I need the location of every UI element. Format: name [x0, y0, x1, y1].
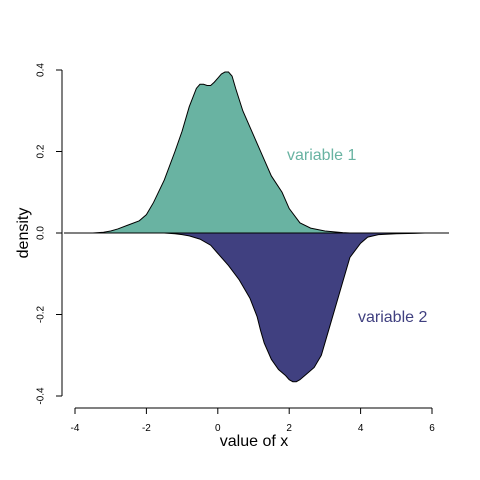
series-label-variable-2: variable 2 — [358, 309, 427, 326]
y-tick-label: 0.4 — [36, 63, 47, 77]
x-tick-label: 6 — [429, 423, 435, 434]
y-tick-label: 0.2 — [36, 144, 47, 158]
y-axis: -0.4 -0.2 0.0 0.2 0.4 — [36, 63, 63, 405]
x-axis-title: value of x — [220, 433, 288, 450]
density-area-1 — [92, 71, 350, 234]
series-areas — [92, 71, 425, 383]
x-axis: -4 -2 0 2 4 6 — [71, 407, 435, 434]
y-tick-label: -0.4 — [36, 387, 47, 405]
x-tick-label: 2 — [286, 423, 292, 434]
x-tick-label: -4 — [71, 423, 80, 434]
x-tick-label: -2 — [142, 423, 151, 434]
y-tick-label: 0.0 — [36, 226, 47, 240]
y-tick-label: -0.2 — [36, 305, 47, 323]
x-tick-label: 4 — [358, 423, 364, 434]
density-area-2 — [164, 232, 425, 383]
series-label-variable-1: variable 1 — [287, 147, 356, 164]
x-tick-label: 0 — [215, 423, 221, 434]
y-axis-title: density — [15, 208, 32, 259]
